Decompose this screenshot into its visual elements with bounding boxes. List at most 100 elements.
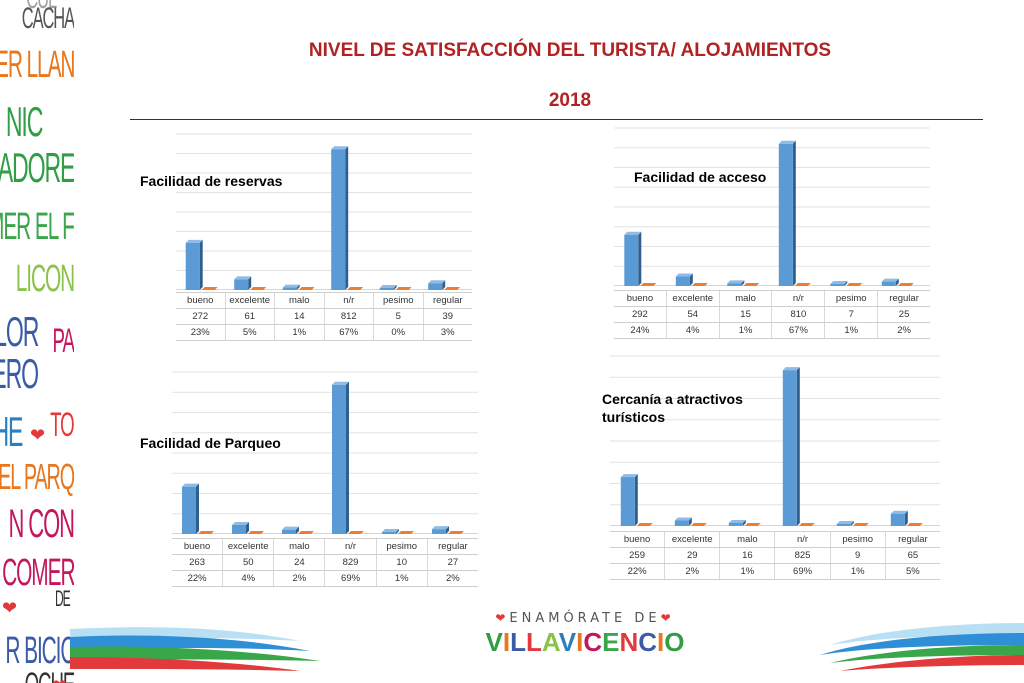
category-label: bueno (176, 292, 225, 309)
bar-top (624, 231, 642, 235)
bar-side (296, 526, 299, 534)
table-row: 24% 4% 1% 67% 1% 2% (614, 322, 930, 339)
bar-top (282, 526, 299, 530)
bar-malo (282, 287, 297, 290)
chart-panel: bueno excelente malo n/r pesimo regular 259 29 1… (610, 352, 940, 580)
logo-letter: E (602, 627, 620, 657)
bar-side (742, 519, 746, 526)
logo-tagline: ❤ENAMÓRATE DE❤ (490, 611, 680, 626)
bar-side (895, 278, 899, 286)
bar-nr (331, 149, 346, 290)
bar-pesimo (379, 288, 394, 290)
category-label: pesimo (829, 531, 886, 548)
bar-top (620, 474, 638, 478)
bar-nr (778, 143, 793, 286)
table-row: bueno excelente malo n/r pesimo regular (176, 292, 472, 309)
bar-malo (282, 529, 296, 534)
decorative-word: LICON (15, 258, 74, 300)
bar-secondary (794, 283, 811, 286)
value-label: 810 (771, 306, 825, 323)
category-label: regular (877, 290, 930, 307)
bar-side (345, 146, 349, 290)
chart-title: Cercanía a atractivos turísticos (602, 391, 743, 425)
chart-data-table: bueno excelente malo n/r pesimo regular 263 50 2… (172, 538, 478, 587)
bar-bueno (185, 242, 200, 290)
category-label: regular (884, 531, 940, 548)
bottom-stripes-decoration (70, 623, 1024, 671)
chart-plot (176, 133, 472, 290)
chart-plot (172, 371, 478, 534)
decorative-word: PA (52, 322, 74, 360)
bar-top (234, 276, 252, 280)
category-label: malo (719, 531, 775, 548)
decorative-word: ENTOS (69, 86, 75, 128)
percentage-label: 24% (614, 322, 667, 339)
percentage-label: 67% (323, 324, 374, 341)
decorative-word: COMER (1, 552, 74, 594)
logo-letter: N (619, 627, 639, 657)
bar-side (393, 285, 397, 290)
decorative-word: CACHA (21, 2, 74, 35)
percentage-label: 1% (824, 322, 878, 339)
logo-letter: C (638, 627, 657, 657)
category-label: excelente (664, 531, 720, 548)
chart-title: Facilidad de Parqueo (140, 435, 281, 451)
decorative-word: NIC (5, 98, 44, 145)
bar-top (728, 519, 746, 523)
bar-secondary (250, 287, 267, 290)
logo-letter: A (541, 627, 559, 657)
bar-bueno (624, 234, 639, 286)
logo-letter: I (502, 627, 511, 657)
percentage-label: 2% (877, 322, 930, 339)
decorative-word-strip: CULCACHA ER LLAN NIC ENTOS ADORE MER EL F LICO… (0, 0, 74, 683)
bar-side (850, 521, 854, 526)
bar-secondary (690, 523, 707, 526)
bar-top (428, 280, 446, 284)
heart-icon: ❤ (30, 425, 46, 445)
logo-letter: L (525, 627, 542, 657)
bar-secondary (897, 283, 914, 286)
category-label: bueno (172, 538, 223, 555)
bar-side (196, 483, 199, 534)
bar-pesimo (836, 524, 851, 526)
bar-secondary (744, 523, 761, 526)
bar-side (248, 276, 252, 290)
page-title: NIVEL DE SATISFACCIÓN DEL TURISTA/ ALOJA… (308, 40, 832, 61)
percentage-label: 1% (718, 322, 772, 339)
heart-icon: ❤ (495, 611, 510, 625)
logo-letter: I (657, 627, 665, 657)
percentage-label: 4% (665, 322, 720, 339)
decorative-word: CUL (26, 0, 57, 16)
table-row: 272 61 14 812 5 39 (176, 308, 472, 325)
chart-data-table: bueno excelente malo n/r pesimo regular 259 29 1… (610, 531, 940, 580)
value-label: 27 (426, 554, 478, 571)
bar-top (232, 522, 249, 525)
decorative-word: ERO (0, 350, 39, 397)
bar-side (446, 526, 449, 534)
bar-secondary (248, 531, 264, 534)
bar-excelente (674, 520, 689, 526)
decorative-word: R BICIC (5, 630, 74, 672)
decorative-word: DE (55, 586, 71, 611)
bar-pesimo (830, 284, 845, 286)
value-label: 16 (719, 547, 775, 564)
bar-malo (728, 522, 743, 526)
bar-side (396, 529, 399, 534)
table-row: 259 29 16 825 9 65 (610, 547, 940, 564)
percentage-label: 1% (719, 563, 775, 580)
bar-top (379, 285, 397, 288)
decorative-word: OCHE (24, 666, 74, 683)
category-label: malo (273, 538, 325, 555)
bar-top (778, 140, 796, 144)
chart-plot (614, 127, 930, 286)
bar-secondary (798, 523, 815, 526)
category-label: bueno (610, 531, 665, 548)
bar-secondary (640, 283, 657, 286)
chart-panel: bueno excelente malo n/r pesimo regular 292 54 1… (614, 124, 930, 339)
chart-panel: bueno excelente malo n/r pesimo regular 272 61 1… (176, 130, 472, 341)
category-label: excelente (665, 290, 720, 307)
bar-top (282, 284, 300, 288)
value-label: 292 (614, 306, 667, 323)
value-label: 15 (718, 306, 772, 323)
bar-top (727, 280, 745, 284)
